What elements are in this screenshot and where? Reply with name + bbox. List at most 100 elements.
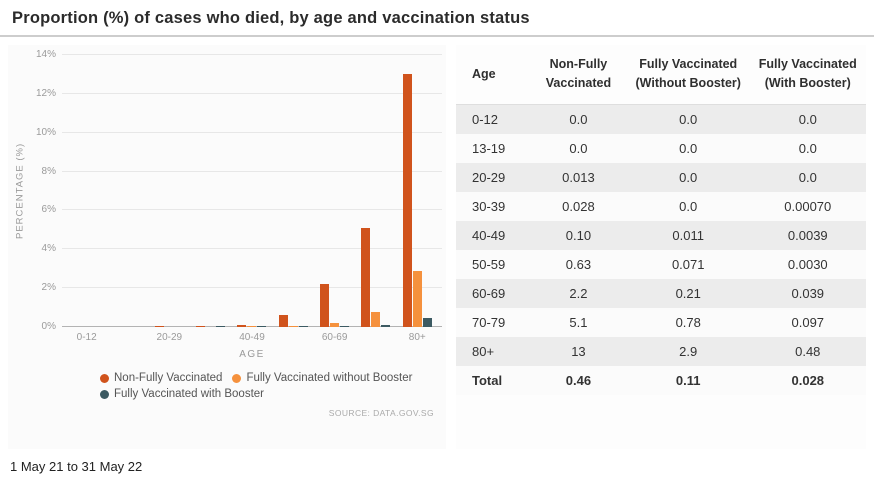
bar-80+[interactable]: [402, 74, 412, 327]
bar-20-29[interactable]: [154, 326, 164, 327]
table-row: 30-39 0.028 0.0 0.00070: [456, 191, 866, 221]
age-cell: 50-59: [472, 256, 506, 272]
bar-50-59[interactable]: [298, 326, 308, 327]
table-row: 70-79 5.1 0.78 0.097: [456, 307, 866, 337]
value-cell: 0.0: [679, 169, 698, 185]
age-cell: 60-69: [472, 285, 506, 301]
age-cell: 30-39: [472, 198, 506, 214]
table-panel: Age Non-Fully Vaccinated Fully Vaccinated …: [456, 45, 866, 449]
gridline: [62, 287, 442, 289]
age-cell: 13-19: [472, 140, 506, 156]
y-tick-label: 0%: [41, 321, 56, 332]
bar-40-49[interactable]: [237, 325, 247, 327]
value-cell: 5.1: [569, 314, 588, 330]
legend-item[interactable]: Fully Vaccinated with Booster: [100, 388, 264, 400]
value-cell: 0.0030: [787, 256, 828, 272]
bar-groups: [62, 55, 442, 327]
main-content: PERCENTAGE (%) 0% 2% 4% 6% 8% 10% 12% 14% 0-12 2…: [0, 37, 874, 449]
value-cell: 0.0: [798, 140, 817, 156]
value-cell: 0.78: [675, 314, 701, 330]
age-cell: Total: [472, 372, 503, 388]
chart-panel: PERCENTAGE (%) 0% 2% 4% 6% 8% 10% 12% 14% 0-12 2…: [8, 45, 446, 449]
value-cell: 0.028: [562, 198, 595, 214]
x-tick-label: [273, 327, 314, 345]
bar-70-79[interactable]: [371, 311, 381, 327]
plot-area: [62, 54, 442, 327]
value-cell: 0.039: [791, 285, 825, 301]
legend-label: Fully Vaccinated with Booster: [114, 388, 264, 400]
value-cell: 0.21: [675, 285, 701, 301]
bar-40-49[interactable]: [257, 326, 267, 327]
value-cell: 0.0: [798, 169, 817, 185]
bar-30-39[interactable]: [196, 326, 206, 327]
value-cell: 0.097: [791, 314, 825, 330]
date-range: 1 May 21 to 31 May 22: [10, 459, 143, 474]
x-axis-label: AGE: [239, 349, 265, 360]
value-cell: 2.9: [679, 343, 698, 359]
age-cell: 40-49: [472, 227, 506, 243]
age-cell: 80+: [472, 343, 495, 359]
value-cell: 0.013: [562, 169, 595, 185]
bar-chart: PERCENTAGE (%) 0% 2% 4% 6% 8% 10% 12% 14%: [12, 50, 442, 332]
value-cell: 0.0039: [787, 227, 828, 243]
column-header: Non-Fully Vaccinated: [530, 45, 627, 105]
gridline: [62, 170, 442, 172]
table-row: 13-19 0.0 0.0 0.0: [456, 133, 866, 163]
bar-70-79[interactable]: [361, 227, 371, 327]
y-axis-label: PERCENTAGE (%): [14, 142, 26, 240]
y-tick-label: 2%: [41, 282, 56, 294]
gridline: [62, 248, 442, 250]
legend-item[interactable]: Non-Fully Vaccinated: [100, 372, 222, 384]
value-cell: 0.0: [569, 140, 588, 156]
x-tick-label: 20-29: [156, 332, 183, 343]
page-title: Proportion (%) of cases who died, by age…: [12, 9, 530, 27]
value-cell: 0.0: [798, 111, 817, 127]
y-axis: 0% 2% 4% 6% 8% 10% 12% 14%: [28, 50, 62, 332]
table-body: 0-12 0.0 0.0 0.0 13-19 0.0 0.0 0.0 20-29 0.013 0.0…: [456, 104, 866, 395]
bar-40-49[interactable]: [247, 326, 257, 327]
bar-70-79[interactable]: [381, 325, 391, 327]
y-tick-label: 4%: [41, 243, 56, 255]
bar-60-69[interactable]: [330, 322, 340, 327]
value-cell: 13: [571, 343, 586, 359]
legend-item[interactable]: Fully Vaccinated without Booster: [232, 372, 412, 384]
bar-80+[interactable]: [412, 270, 422, 327]
value-cell: 0.63: [565, 256, 592, 272]
bar-60-69[interactable]: [340, 326, 350, 327]
chart-legend: Non-Fully Vaccinated Fully Vaccinated wit…: [100, 372, 452, 400]
table-row: 50-59 0.63 0.071 0.0030: [456, 249, 866, 279]
bar-80+[interactable]: [422, 317, 432, 327]
page-header: Proportion (%) of cases who died, by age…: [0, 0, 874, 37]
bar-group-30-39: [190, 326, 231, 327]
y-tick-label: 14%: [35, 49, 56, 60]
table-row: 40-49 0.10 0.011 0.0039: [456, 220, 866, 250]
y-tick-label: 10%: [35, 126, 56, 138]
y-tick-label: 8%: [41, 165, 56, 177]
x-tick-label: [190, 327, 231, 345]
data-table: Age Non-Fully Vaccinated Fully Vaccinated …: [456, 45, 866, 395]
value-cell: 0.46: [565, 372, 592, 388]
value-cell: 0.0: [679, 198, 698, 214]
y-tick-label: 12%: [35, 87, 56, 99]
legend-label: Non-Fully Vaccinated: [114, 372, 223, 384]
table-header: Age Non-Fully Vaccinated Fully Vaccinated …: [456, 45, 866, 105]
x-tick-label: 40-49: [239, 332, 265, 343]
x-tick-label: 80+: [408, 332, 426, 343]
bar-30-39[interactable]: [216, 326, 226, 327]
x-tick-label: [107, 327, 148, 345]
column-header: Age: [456, 45, 530, 105]
bar-group-50-59: [273, 314, 314, 327]
age-cell: 20-29: [472, 169, 506, 185]
bar-50-59[interactable]: [278, 314, 288, 327]
gridline: [62, 92, 442, 94]
value-cell: 2.2: [569, 285, 588, 301]
bar-group-20-29: [149, 326, 190, 327]
y-tick-label: 6%: [41, 204, 56, 216]
value-cell: 0.10: [565, 227, 592, 243]
table-header-row: Age Non-Fully Vaccinated Fully Vaccinated …: [456, 45, 866, 105]
bar-group-60-69: [314, 284, 355, 327]
table-row: 80+ 13 2.9 0.48: [456, 336, 866, 366]
bar-60-69[interactable]: [320, 284, 330, 327]
bar-50-59[interactable]: [288, 325, 298, 327]
gridline: [62, 54, 442, 55]
